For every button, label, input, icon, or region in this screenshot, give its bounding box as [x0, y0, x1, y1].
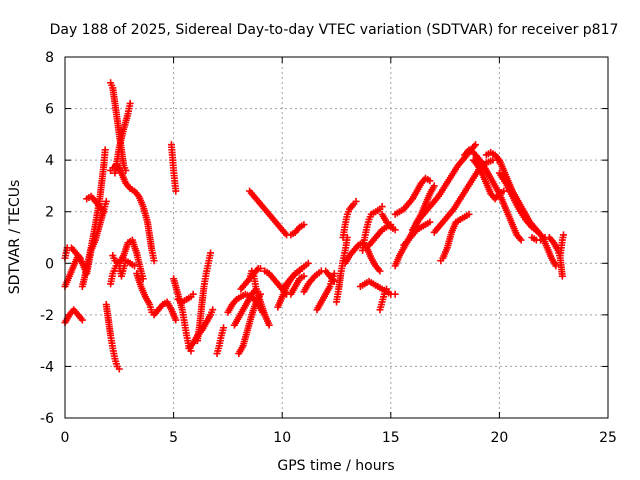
data-point	[78, 316, 86, 324]
series-arc11	[107, 257, 139, 288]
y-tick-label: 0	[45, 256, 54, 272]
series-arc23	[246, 267, 273, 329]
data-point	[426, 177, 434, 185]
data-point	[76, 254, 84, 262]
x-tick-label: 20	[490, 430, 508, 446]
series-arc36	[376, 285, 390, 314]
series-arc15	[174, 290, 197, 306]
y-axis-label: SDTVAR / TECUs	[7, 180, 23, 295]
data-point	[382, 285, 390, 293]
data-point	[150, 257, 158, 265]
data-point	[378, 203, 386, 211]
data-point	[139, 275, 147, 283]
plot-frame	[64, 56, 609, 419]
x-tick-label: 5	[169, 430, 178, 446]
data-point	[330, 270, 338, 278]
x-tick-label: 10	[273, 430, 291, 446]
x-axis-label: GPS time / hours	[277, 458, 394, 474]
data-point	[559, 231, 567, 239]
y-axis-ticks: -6 -4 -2 0 2 4 6 8	[40, 50, 608, 427]
data-point	[209, 306, 217, 314]
data-point	[207, 249, 215, 257]
data-point	[304, 259, 312, 267]
series-arc43	[437, 210, 473, 265]
series-arc33	[359, 203, 386, 254]
series-arc7	[102, 301, 123, 373]
data-point	[391, 226, 399, 234]
data-point	[465, 210, 473, 218]
y-tick-label: -4	[40, 359, 54, 375]
data-point	[100, 208, 108, 216]
series-arc37	[378, 210, 399, 234]
data-point	[500, 187, 508, 195]
series-arc12	[133, 270, 180, 324]
y-tick-label: 2	[45, 205, 54, 221]
data-point	[300, 221, 308, 229]
x-tick-label: 0	[61, 430, 70, 446]
data-point	[115, 365, 123, 373]
data-point	[430, 182, 438, 190]
series-arc5	[83, 192, 108, 216]
data-point	[189, 290, 197, 298]
data-point	[102, 197, 110, 205]
data-point	[558, 272, 566, 280]
x-tick-label: 15	[382, 430, 400, 446]
data-point	[517, 236, 525, 244]
data-point	[391, 290, 399, 298]
series-arc30	[333, 234, 351, 306]
series-arc27	[278, 259, 312, 293]
data-point	[552, 262, 560, 270]
y-tick-label: 8	[45, 50, 54, 66]
series-arc40	[400, 218, 434, 249]
x-axis-ticks: 0 5 10 15 20 25	[61, 57, 617, 446]
series-arc39	[391, 174, 434, 218]
series-arc17	[193, 249, 215, 345]
data-series	[61, 79, 567, 373]
data-point	[352, 197, 360, 205]
series-arc47	[495, 169, 560, 270]
series-arc45	[469, 156, 508, 203]
data-point	[426, 218, 434, 226]
data-point	[172, 187, 180, 195]
series-arc24	[246, 187, 308, 239]
y-tick-label: 4	[45, 153, 54, 169]
data-point	[101, 146, 109, 154]
series-arc34	[365, 221, 395, 249]
series-arc9	[111, 99, 134, 177]
data-point	[220, 324, 228, 332]
series-arc49	[556, 231, 567, 260]
series-arc13	[167, 141, 180, 195]
data-point	[472, 141, 480, 149]
chart-title: Day 188 of 2025, Sidereal Day-to-day VTE…	[50, 22, 619, 38]
data-point	[376, 267, 384, 275]
data-point	[131, 262, 139, 270]
x-tick-label: 25	[599, 430, 617, 446]
series-arc2	[61, 244, 84, 262]
series-arc35	[356, 277, 399, 298]
y-tick-label: -2	[40, 308, 54, 324]
series-arc29	[313, 270, 338, 314]
data-point	[126, 99, 134, 107]
series-arc44	[461, 146, 525, 244]
data-point	[256, 264, 264, 272]
series-arc18	[213, 324, 228, 358]
y-tick-label: 6	[45, 102, 54, 118]
y-tick-label: -6	[40, 411, 54, 427]
data-point	[172, 316, 180, 324]
data-point	[265, 321, 273, 329]
data-point	[300, 272, 308, 280]
series-arc31	[339, 197, 360, 241]
